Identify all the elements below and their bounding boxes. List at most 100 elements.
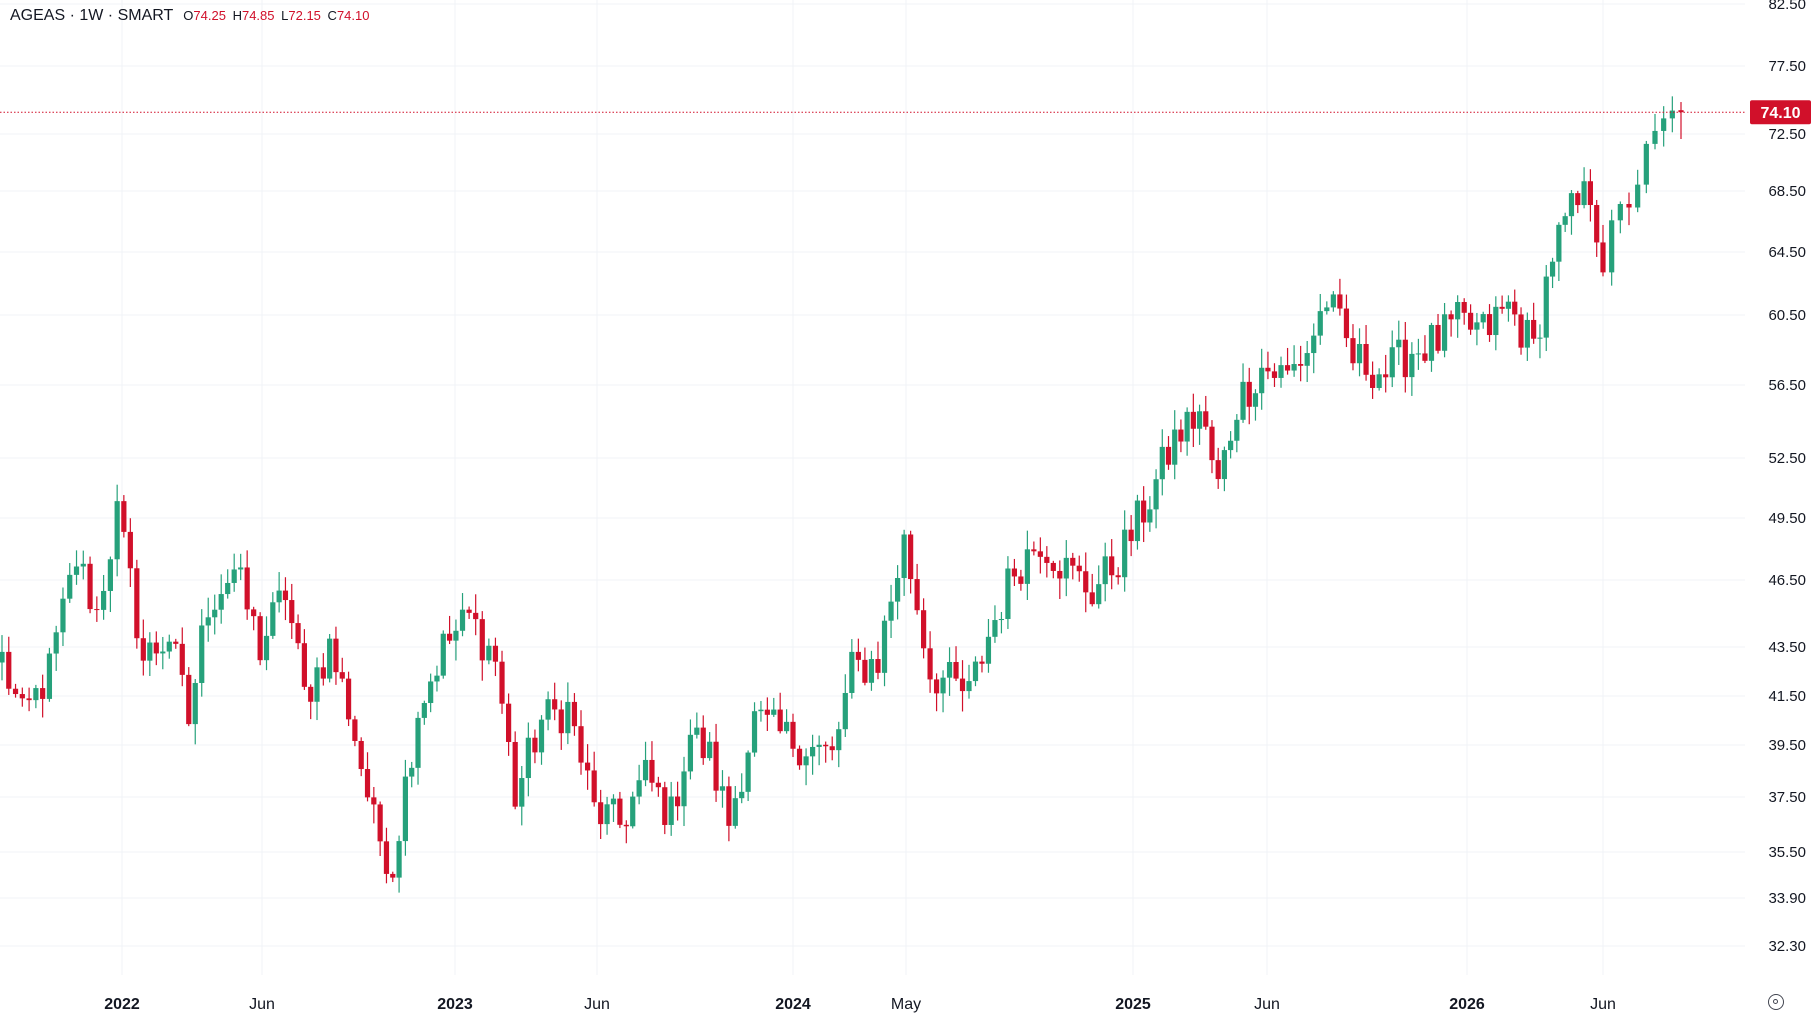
candle-down xyxy=(127,531,133,569)
candle-down xyxy=(855,651,861,660)
time-tick-label: 2024 xyxy=(775,996,811,1013)
candle-down xyxy=(979,661,985,664)
candle-down xyxy=(777,709,783,732)
candle-down xyxy=(1115,575,1121,578)
candle-down xyxy=(1018,576,1024,584)
price-tick-label: 60.50 xyxy=(1768,307,1806,324)
candle-down xyxy=(823,744,829,747)
candle-down xyxy=(1165,446,1172,465)
candle-down xyxy=(1128,529,1134,542)
price-tick-label: 82.50 xyxy=(1768,0,1806,13)
candle-up xyxy=(1147,509,1153,523)
candle-up xyxy=(630,796,636,827)
price-tick-label: 52.50 xyxy=(1768,450,1806,467)
price-tick-label: 39.50 xyxy=(1768,737,1806,754)
candle-up xyxy=(1441,314,1448,351)
candle-up xyxy=(60,598,66,633)
candle-down xyxy=(87,563,93,610)
candle-up xyxy=(1556,224,1562,262)
candle-down xyxy=(257,616,263,661)
candle-down xyxy=(308,686,314,702)
candle-down xyxy=(301,643,307,687)
symbol-legend: AGEAS · 1W · SMART O74.25 H74.85 L72.15 … xyxy=(10,6,372,26)
close-value: 74.10 xyxy=(336,8,370,23)
candle-up xyxy=(1304,353,1310,366)
candle-up xyxy=(1122,529,1128,578)
candle-down xyxy=(1422,353,1428,361)
candle-up xyxy=(868,659,875,683)
candle-up xyxy=(1543,276,1549,338)
time-axis: 2022 Jun 2023 Jun 2024 May 2025 Jun 2026 Jun xyxy=(104,996,1616,1013)
candle-up xyxy=(33,688,39,701)
candle-down xyxy=(674,796,681,807)
candle-up xyxy=(1317,311,1323,336)
candle-up xyxy=(849,651,855,693)
candle-up xyxy=(1184,411,1190,442)
candle-up xyxy=(881,620,888,673)
candle-down xyxy=(1284,365,1291,371)
candle-down xyxy=(1011,568,1018,577)
candle-up xyxy=(1172,429,1178,465)
candle-up xyxy=(816,744,822,747)
candle-up xyxy=(668,796,674,825)
candle-up xyxy=(53,632,59,654)
candle-up xyxy=(642,759,649,781)
candle-up xyxy=(205,617,211,626)
candle-up xyxy=(888,601,894,621)
candle-down xyxy=(1575,193,1581,206)
candle-up xyxy=(972,661,979,682)
candle-down xyxy=(598,802,604,825)
candle-down xyxy=(953,662,959,679)
candle-down xyxy=(289,600,295,624)
candle-down xyxy=(617,798,623,825)
candle-up xyxy=(409,767,415,777)
candle-up xyxy=(1389,347,1395,378)
price-tick-label: 33.90 xyxy=(1768,890,1806,907)
candle-up xyxy=(421,703,427,718)
candle-up xyxy=(1562,216,1568,225)
candle-up xyxy=(998,618,1005,621)
candle-down xyxy=(1363,343,1369,375)
candle-up xyxy=(415,717,421,768)
candle-up xyxy=(707,741,713,759)
candle-down xyxy=(499,661,505,704)
candle-down xyxy=(796,748,803,766)
candle-up xyxy=(732,798,738,826)
candle-down xyxy=(1383,374,1389,378)
candle-up xyxy=(1493,306,1499,336)
candle-down xyxy=(479,619,485,661)
candle-up xyxy=(396,841,402,878)
candle-up xyxy=(1549,261,1556,277)
candle-down xyxy=(1343,308,1350,339)
candle-down xyxy=(1594,205,1600,243)
candle-down xyxy=(1203,411,1209,427)
candle-down xyxy=(179,643,185,675)
candle-down xyxy=(862,659,868,683)
candle-up xyxy=(525,737,531,779)
candle-down xyxy=(1044,556,1050,563)
price-tick-label: 49.50 xyxy=(1768,510,1806,527)
candle-down xyxy=(1070,557,1076,566)
candle-down xyxy=(320,667,326,679)
candle-up xyxy=(1635,184,1641,208)
chart-settings-icon[interactable] xyxy=(1768,994,1784,1010)
candle-up xyxy=(771,709,777,715)
candle-up xyxy=(73,566,80,575)
last-price-label: 74.10 xyxy=(1760,105,1800,122)
candle-down xyxy=(1246,381,1252,407)
candle-up xyxy=(231,569,237,583)
candle-up xyxy=(1376,374,1382,388)
candle-down xyxy=(914,579,920,611)
candle-down xyxy=(1141,500,1147,523)
candle-down xyxy=(1499,306,1505,309)
candle-down xyxy=(1298,364,1304,366)
candle-down xyxy=(1089,592,1095,605)
candle-down xyxy=(1678,110,1684,113)
candle-down xyxy=(1031,549,1037,552)
ohlc-values: O74.25 H74.85 L72.15 C74.10 xyxy=(183,6,372,26)
price-tick-label: 35.50 xyxy=(1768,844,1806,861)
candle-up xyxy=(1240,381,1246,420)
candle-down xyxy=(584,762,591,771)
